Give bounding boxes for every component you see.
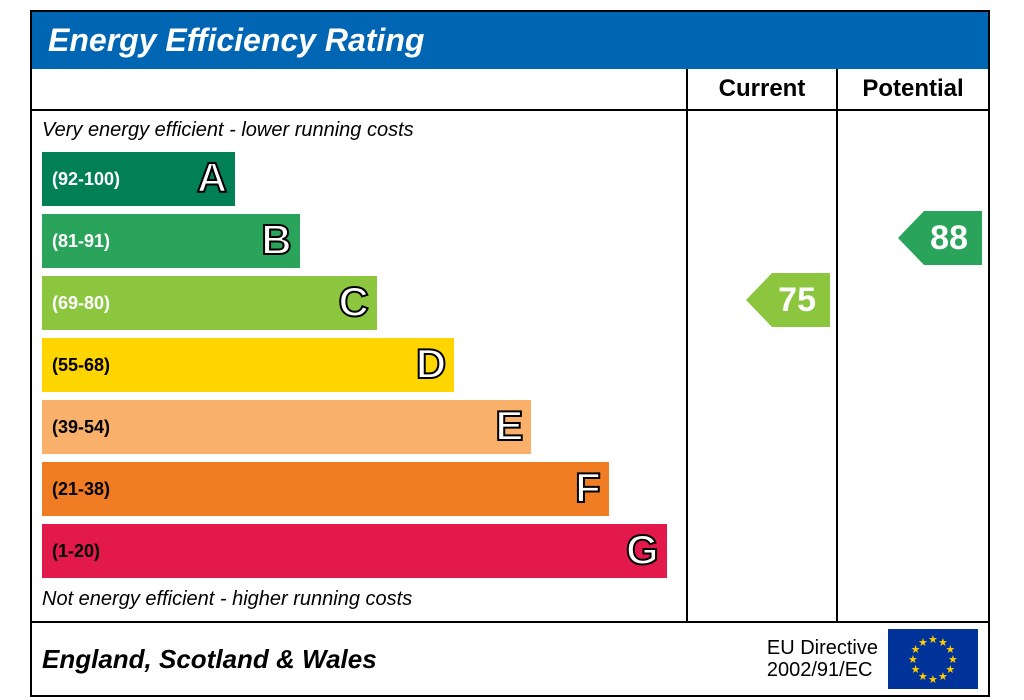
band-bar-b: (81-91) B [42, 214, 300, 268]
eu-star-icon: ★ [938, 670, 948, 683]
band-bar-c: (69-80) C [42, 276, 377, 330]
band-range-b: (81-91) [42, 231, 110, 252]
potential-value: 88 [924, 211, 982, 265]
chart-title: Energy Efficiency Rating [32, 12, 988, 69]
eu-star-icon: ★ [928, 633, 938, 646]
band-bar-a: (92-100) A [42, 152, 235, 206]
directive-line1: EU Directive [767, 637, 878, 659]
epc-chart: Energy Efficiency Rating Current Potenti… [30, 10, 990, 697]
band-range-g: (1-20) [42, 541, 100, 562]
band-row-d: (55-68) D [32, 334, 686, 396]
directive-line2: 2002/91/EC [767, 659, 878, 681]
current-column: 75 [688, 111, 838, 621]
band-range-e: (39-54) [42, 417, 110, 438]
band-letter-a: A [197, 154, 227, 202]
band-bar-g: (1-20) G [42, 524, 667, 578]
arrow-point-icon [746, 273, 772, 327]
arrow-point-icon [898, 211, 924, 265]
band-letter-f: F [575, 464, 601, 512]
bands-area: Very energy efficient - lower running co… [32, 111, 688, 621]
band-row-b: (81-91) B [32, 210, 686, 272]
band-letter-d: D [416, 340, 446, 388]
band-letter-e: E [495, 402, 523, 450]
potential-pointer: 88 [898, 211, 982, 265]
band-row-c: (69-80) C [32, 272, 686, 334]
band-range-a: (92-100) [42, 169, 120, 190]
caption-efficient: Very energy efficient - lower running co… [32, 117, 686, 148]
band-letter-b: B [261, 216, 291, 264]
band-row-e: (39-54) E [32, 396, 686, 458]
band-range-f: (21-38) [42, 479, 110, 500]
eu-flag-icon: ★★★★★★★★★★★★ [888, 629, 978, 689]
band-bar-f: (21-38) F [42, 462, 609, 516]
band-row-f: (21-38) F [32, 458, 686, 520]
band-range-c: (69-80) [42, 293, 110, 314]
eu-star-icon: ★ [928, 673, 938, 686]
current-value: 75 [772, 273, 830, 327]
body-row: Very energy efficient - lower running co… [32, 111, 988, 621]
band-range-d: (55-68) [42, 355, 110, 376]
header-row: Current Potential [32, 69, 988, 111]
caption-inefficient: Not energy efficient - higher running co… [32, 582, 686, 617]
potential-column: 88 [838, 111, 988, 621]
footer-directive: EU Directive 2002/91/EC [767, 637, 888, 681]
band-bar-d: (55-68) D [42, 338, 454, 392]
current-pointer: 75 [746, 273, 830, 327]
band-letter-g: G [626, 526, 659, 574]
band-letter-c: C [339, 278, 369, 326]
header-current: Current [688, 69, 838, 109]
band-row-a: (92-100) A [32, 148, 686, 210]
header-potential: Potential [838, 69, 988, 109]
eu-star-icon: ★ [918, 636, 928, 649]
band-bar-e: (39-54) E [42, 400, 531, 454]
band-row-g: (1-20) G [32, 520, 686, 582]
header-spacer [32, 69, 688, 109]
footer-row: England, Scotland & Wales EU Directive 2… [32, 621, 988, 695]
footer-region: England, Scotland & Wales [42, 644, 767, 675]
